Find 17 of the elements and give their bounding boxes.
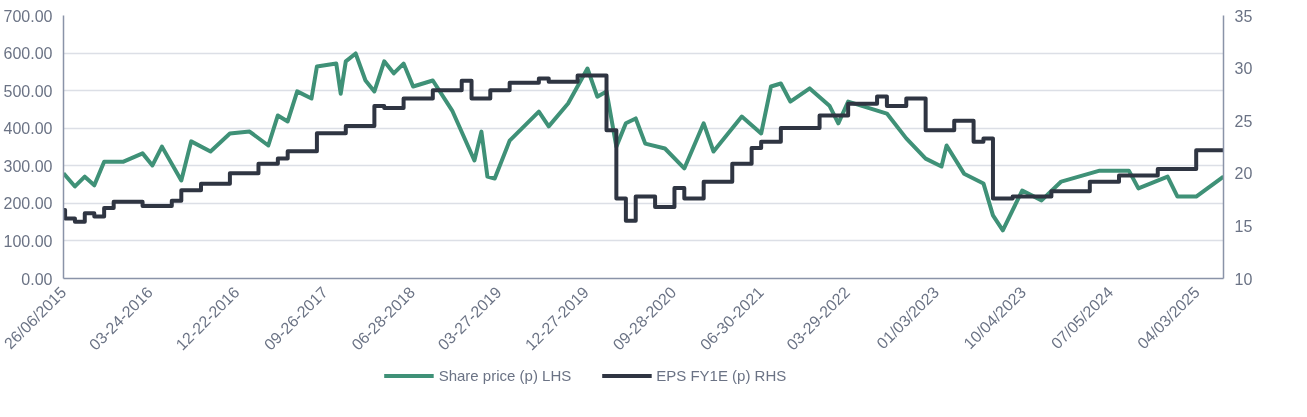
y-tick-label: 500.00	[3, 82, 53, 100]
y2-tick-label: 15	[1234, 217, 1253, 235]
y-tick-label: 600.00	[3, 45, 53, 63]
y-tick-label: 400.00	[3, 120, 53, 138]
y2-tick-label: 20	[1234, 165, 1253, 183]
y2-tick-label: 10	[1234, 270, 1253, 288]
legend-label: EPS FY1E (p) RHS	[656, 366, 787, 384]
legend-label: Share price (p) LHS	[438, 366, 572, 384]
line-series	[63, 51, 1224, 233]
y-tick-label: 200.00	[3, 195, 53, 213]
y2-tick-label: 30	[1234, 60, 1253, 78]
y2-tick-label: 35	[1234, 7, 1253, 25]
y-tick-label: 700.00	[3, 7, 53, 25]
y-tick-label: 300.00	[3, 157, 53, 175]
y-tick-label: 100.00	[3, 232, 53, 250]
y2-tick-label: 25	[1234, 112, 1253, 130]
y-tick-label: 0.00	[21, 270, 53, 288]
